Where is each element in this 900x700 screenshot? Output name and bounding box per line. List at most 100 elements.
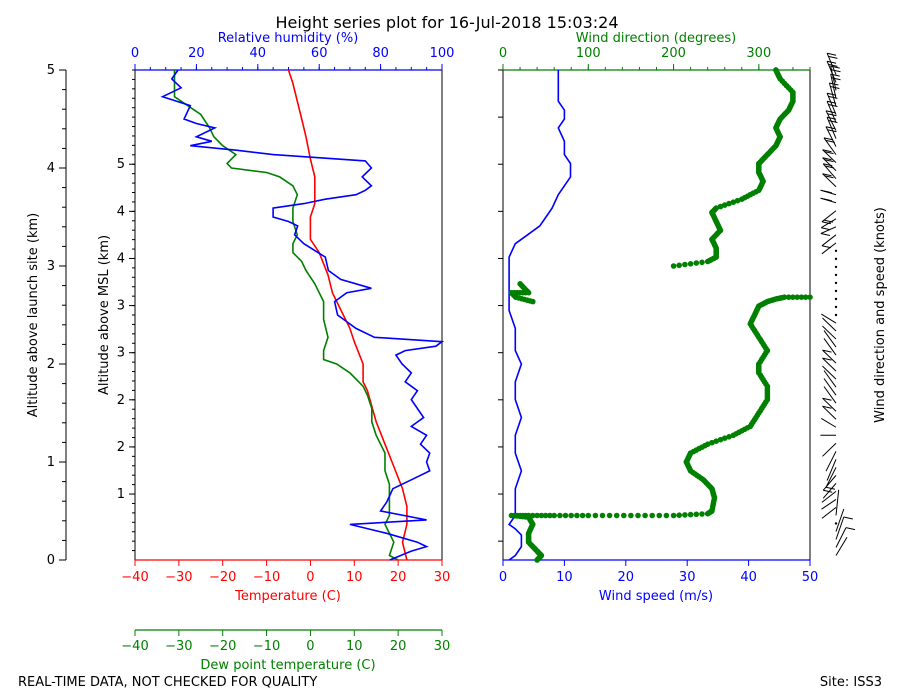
- wind-barb-staff: [821, 507, 837, 519]
- wind-direction-point: [670, 263, 677, 269]
- dewpoint-tick-label: 20: [390, 639, 407, 654]
- wind-barb-staff: [822, 349, 837, 364]
- footer-site: Site: ISS3: [820, 675, 882, 690]
- wind-direction-point: [781, 294, 788, 301]
- wind-speed-tick-label: 50: [802, 570, 819, 585]
- calm-barb: [834, 305, 838, 309]
- calm-barb: [834, 265, 838, 269]
- left-tick-label: 3: [47, 259, 55, 274]
- wind-barb-feather: [824, 175, 834, 179]
- wind-barb-feather: [822, 349, 832, 353]
- wind-direction-point: [663, 512, 670, 519]
- left-altitude-axis: 0 1 2 3 4 5 Altitude above launch site (km): [26, 63, 67, 568]
- wind-barb-feather: [845, 527, 856, 531]
- wind-direction-point: [726, 434, 732, 440]
- wind-direction-point: [734, 197, 741, 204]
- dewpoint-axis-label: Dew point temperature (C): [200, 658, 375, 673]
- dewpoint-tick-label: −10: [253, 639, 280, 654]
- wind-barb-feather: [824, 159, 834, 163]
- wind-direction-point: [773, 67, 779, 73]
- wind-direction-point: [649, 512, 655, 519]
- wind-direction-point: [557, 512, 563, 519]
- wind-direction-point: [628, 512, 634, 519]
- wind-barb-staff: [821, 499, 837, 510]
- wind-barb-feather: [829, 82, 839, 86]
- wind-barb-feather: [828, 63, 838, 67]
- wind-direction-point: [670, 512, 677, 519]
- wind-barb-feather: [822, 173, 832, 177]
- wind-direction-point: [579, 512, 586, 519]
- wind-direction-point: [717, 436, 724, 443]
- rh-tick-label: 0: [131, 46, 139, 61]
- wind-direction-point: [726, 200, 732, 207]
- wind-barb-feather: [826, 52, 837, 56]
- wind-barb-staff: [822, 357, 837, 372]
- wind-barb-staff: [835, 527, 847, 548]
- temperature-tick-label: −10: [253, 570, 280, 585]
- wind-barb-feather: [822, 405, 832, 409]
- wind-direction-point: [676, 262, 682, 269]
- wind-direction-point: [592, 512, 599, 519]
- wind-direction-tick-label: 200: [661, 46, 686, 61]
- thermo-panel: 1 2 2 3 3 4 4 5 Altitude above MSL (km) 0 20 40 60…: [97, 31, 454, 673]
- wind-barb-axis-label: Wind direction and speed (knots): [873, 207, 888, 423]
- left-axis-label: Altitude above launch site (km): [26, 213, 41, 417]
- msl-tick-label: 1: [117, 487, 125, 502]
- wind-speed-axis-label: Wind speed (m/s): [599, 589, 713, 604]
- calm-barb: [834, 297, 838, 301]
- wind-direction-point: [547, 512, 553, 519]
- msl-tick-label: 5: [117, 157, 125, 172]
- temperature-axis-label: Temperature (C): [234, 589, 341, 604]
- wind-barb-staff: [823, 330, 837, 348]
- wind-direction-point: [682, 261, 688, 268]
- rh-tick-label: 60: [311, 46, 328, 61]
- wind-direction-point: [730, 199, 737, 205]
- temperature-tick-label: 0: [306, 570, 314, 585]
- wind-barb-feather: [823, 489, 833, 493]
- temperature-tick-label: −30: [165, 570, 192, 585]
- wind-barb-feather: [820, 233, 831, 236]
- wind-barb-staff: [825, 467, 837, 488]
- wind-panel: 0 100 200 300 Wind direction (degrees) 0 10 2…: [498, 31, 888, 604]
- left-tick-label: 1: [47, 455, 55, 470]
- rh-axis-label: Relative humidity (%): [218, 31, 359, 46]
- calm-barb: [834, 273, 838, 277]
- wind-direction-point: [790, 294, 796, 301]
- wind-direction-point: [802, 294, 809, 301]
- wind-barb-staff: [825, 451, 837, 472]
- wind-barb-feather: [825, 110, 836, 114]
- wind-direction-point: [525, 512, 532, 519]
- wind-direction-point: [699, 259, 705, 266]
- wind-barb-feather: [831, 69, 841, 73]
- temperature-tick-label: −40: [121, 570, 148, 585]
- msl-axis-label: Altitude above MSL (km): [97, 235, 112, 395]
- wind-barb-feather: [821, 245, 832, 249]
- msl-tick-label: 4: [117, 251, 125, 266]
- wind-barb-feather: [827, 113, 837, 117]
- wind-direction-point: [534, 512, 540, 519]
- temperature-tick-label: 10: [346, 570, 363, 585]
- rh-tick-label: 20: [188, 46, 205, 61]
- wind-barb-staff: [822, 475, 837, 491]
- wind-barb-staff: [820, 226, 837, 234]
- dewpoint-tick-label: −20: [209, 639, 236, 654]
- wind-barb-feather: [827, 129, 837, 133]
- wind-barb-feather: [828, 55, 838, 59]
- wind-barb-staff: [835, 489, 840, 516]
- wind-direction-point: [704, 441, 711, 448]
- wind-direction-point: [530, 512, 536, 519]
- wind-frame: [502, 69, 811, 561]
- wind-barb-feather: [822, 157, 832, 161]
- wind-barb-staff: [823, 338, 837, 356]
- wind-barb-staff: [835, 508, 845, 532]
- calm-barb: [834, 522, 838, 525]
- wind-direction-point: [721, 435, 728, 442]
- wind-direction-point: [717, 203, 724, 210]
- wind-speed-tick-label: 30: [679, 570, 696, 585]
- wind-barb-feather: [826, 92, 837, 96]
- wind-direction-point: [693, 260, 700, 266]
- wind-barb-feather: [825, 486, 836, 490]
- temperature-tick-label: 20: [390, 570, 407, 585]
- wind-direction-point: [807, 294, 813, 301]
